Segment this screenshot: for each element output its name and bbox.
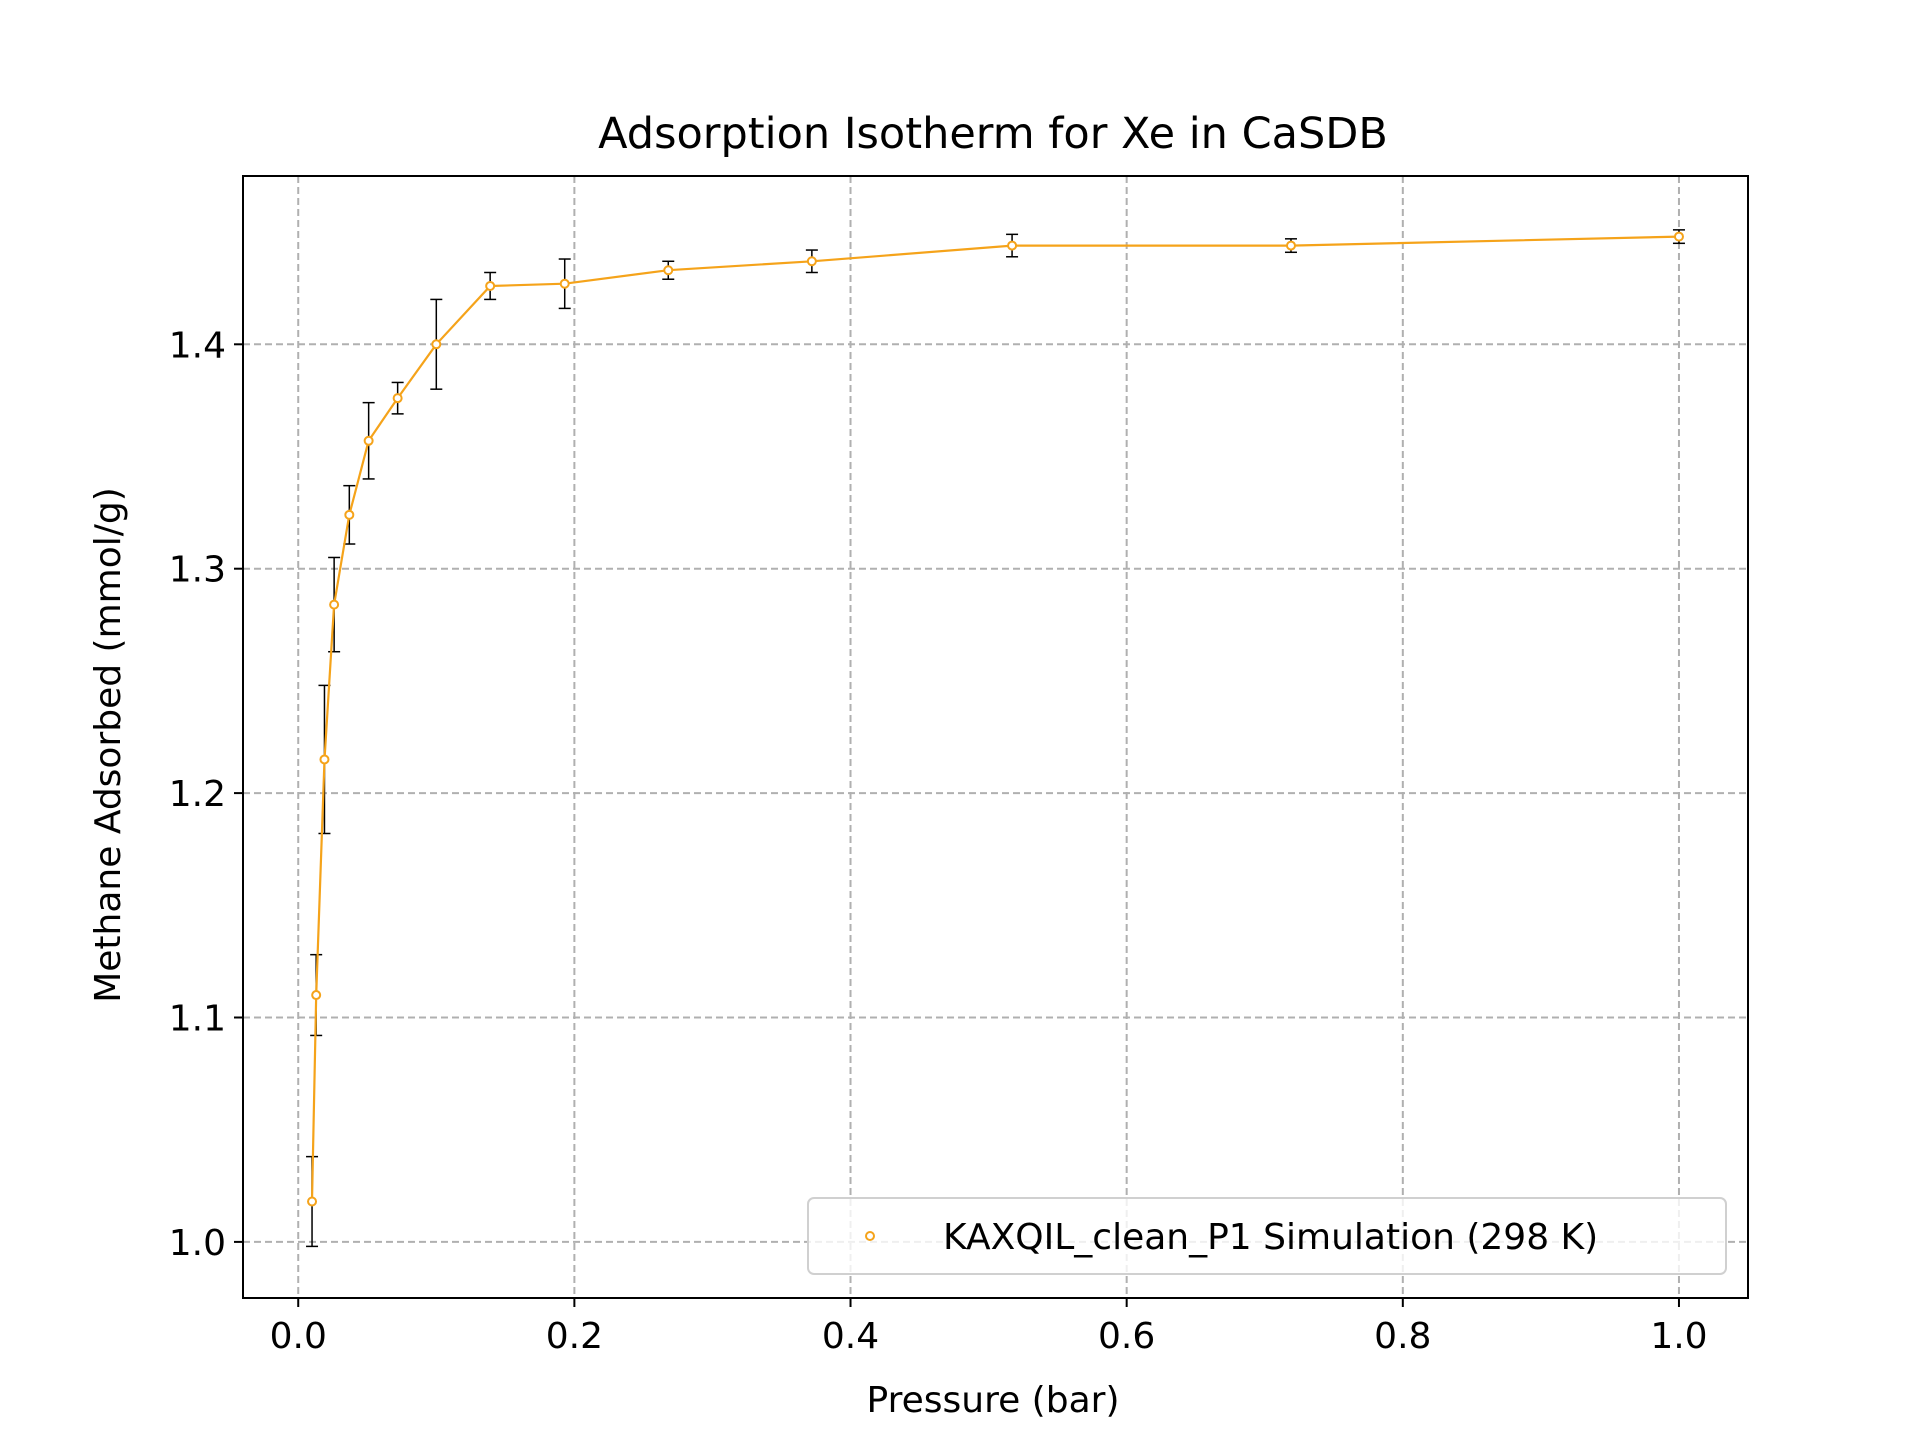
data-point bbox=[392, 393, 403, 404]
data-point bbox=[307, 1196, 318, 1207]
y-tick-label: 1.3 bbox=[169, 550, 226, 591]
chart-title: Adsorption Isotherm for Xe in CaSDB bbox=[598, 109, 1388, 159]
grid-lines bbox=[243, 176, 1748, 1298]
data-point bbox=[311, 990, 322, 1001]
x-tick-label: 0.6 bbox=[1098, 1316, 1155, 1357]
x-axis-label: Pressure (bar) bbox=[867, 1380, 1120, 1421]
plot-frame bbox=[242, 175, 1749, 1299]
data-point bbox=[1007, 240, 1018, 251]
legend-marker bbox=[865, 1231, 875, 1241]
data-point bbox=[1285, 240, 1296, 251]
x-tick-label: 0.4 bbox=[822, 1316, 879, 1357]
y-tick-label: 1.1 bbox=[169, 999, 226, 1040]
legend-label: KAXQIL_clean_P1 Simulation (298 K) bbox=[943, 1217, 1598, 1258]
x-tick-label: 0.0 bbox=[270, 1316, 327, 1357]
series-layer bbox=[306, 229, 1685, 1248]
legend-box bbox=[807, 1197, 1727, 1275]
data-point bbox=[344, 509, 355, 520]
data-point bbox=[1673, 231, 1684, 242]
data-point bbox=[319, 754, 330, 765]
y-tick-label: 1.0 bbox=[169, 1223, 226, 1264]
y-tick-label: 1.4 bbox=[169, 325, 226, 366]
data-point bbox=[485, 280, 496, 291]
data-point bbox=[363, 435, 374, 446]
data-point bbox=[806, 256, 817, 267]
data-point bbox=[559, 278, 570, 289]
data-point bbox=[329, 599, 340, 610]
data-point bbox=[663, 265, 674, 276]
y-axis-label: Methane Adsorbed (mmol/g) bbox=[88, 487, 129, 1003]
data-point bbox=[431, 339, 442, 350]
y-tick-label: 1.2 bbox=[169, 774, 226, 815]
x-tick-label: 1.0 bbox=[1650, 1316, 1707, 1357]
x-tick-label: 0.8 bbox=[1374, 1316, 1431, 1357]
x-tick-label: 0.2 bbox=[546, 1316, 603, 1357]
legend: KAXQIL_clean_P1 Simulation (298 K) bbox=[807, 1197, 1727, 1275]
axis-ticks: 0.0 0.2 0.4 0.6 0.8 1.0 1.0 1.1 1.2 1.3 1.4 bbox=[169, 325, 1708, 1357]
